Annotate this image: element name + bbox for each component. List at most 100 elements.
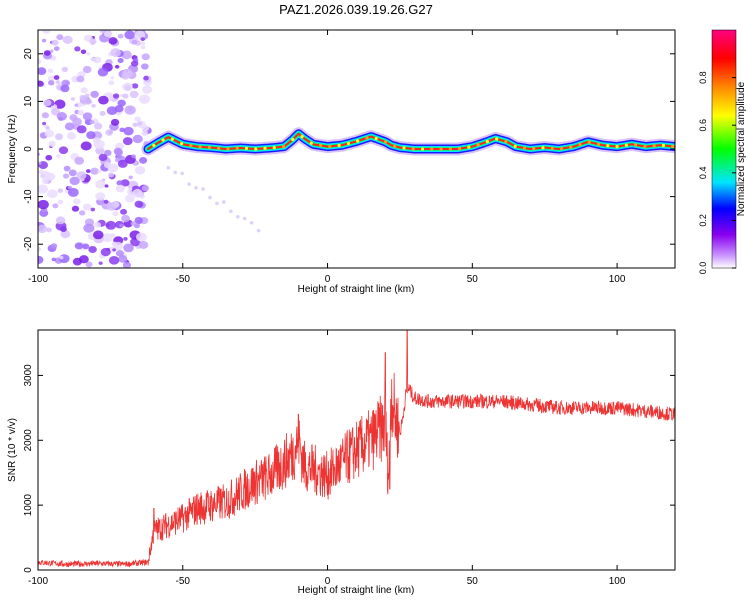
noise-blob bbox=[117, 99, 126, 107]
noise-blob bbox=[81, 103, 86, 107]
noise-blob bbox=[106, 202, 117, 211]
top-x-axis-label: Height of straight line (km) bbox=[298, 284, 415, 295]
signal-track-peak bbox=[346, 141, 350, 146]
noise-blob bbox=[235, 214, 240, 219]
noise-blob bbox=[86, 52, 91, 56]
noise-blob bbox=[42, 121, 47, 126]
noise-blob bbox=[94, 221, 102, 228]
signal-track-peak bbox=[587, 140, 591, 144]
noise-blob bbox=[95, 192, 106, 201]
signal-track-peak bbox=[652, 144, 656, 148]
noise-blob bbox=[130, 60, 139, 67]
signal-track-peak bbox=[383, 140, 388, 144]
noise-blob bbox=[69, 114, 78, 121]
noise-blob bbox=[73, 198, 81, 205]
noise-blob bbox=[134, 216, 143, 224]
noise-blob bbox=[134, 30, 146, 40]
noise-blob bbox=[47, 80, 55, 86]
bottom-x-tick-label: 50 bbox=[467, 576, 479, 587]
signal-track-peak bbox=[522, 146, 527, 150]
signal-track-peak bbox=[263, 146, 267, 150]
noise-blob bbox=[140, 37, 146, 42]
top-x-tick-label: 100 bbox=[609, 274, 626, 285]
bottom-x-tick-label: -100 bbox=[28, 576, 48, 587]
signal-track-peak bbox=[318, 143, 323, 148]
noise-blob bbox=[92, 137, 101, 144]
noise-blob bbox=[115, 249, 124, 257]
noise-blob bbox=[47, 68, 54, 74]
noise-blob bbox=[180, 171, 184, 176]
signal-track-peak bbox=[559, 147, 564, 151]
noise-blob bbox=[50, 105, 55, 109]
noise-blob bbox=[84, 98, 93, 105]
bottom-x-tick-label: -50 bbox=[176, 576, 191, 587]
noise-blob bbox=[136, 232, 147, 242]
signal-track-peak bbox=[217, 146, 221, 150]
noise-blob bbox=[50, 243, 58, 249]
signal-track-peak bbox=[244, 146, 249, 151]
top-x-tick-label: -50 bbox=[176, 274, 191, 285]
noise-blob bbox=[137, 121, 143, 126]
noise-blob bbox=[38, 255, 44, 264]
signal-track-peak bbox=[661, 143, 666, 148]
noise-blob bbox=[108, 37, 118, 45]
noise-blob bbox=[89, 120, 95, 125]
noise-blob bbox=[59, 255, 64, 260]
noise-blob bbox=[51, 39, 59, 46]
noise-blob bbox=[121, 214, 130, 223]
noise-blob bbox=[76, 75, 85, 83]
noise-blob bbox=[118, 255, 128, 263]
noise-blob bbox=[38, 161, 42, 165]
signal-track-peak bbox=[161, 138, 165, 142]
signal-track-peak bbox=[495, 137, 499, 141]
bottom-y-tick-label: 0 bbox=[23, 567, 34, 573]
noise-blob bbox=[88, 245, 97, 254]
noise-blob bbox=[166, 166, 171, 170]
signal-track-peak bbox=[439, 147, 443, 151]
noise-blob bbox=[99, 110, 106, 116]
bottom-y-tick-label: 2000 bbox=[23, 429, 34, 452]
noise-blob bbox=[38, 184, 49, 194]
noise-blob bbox=[51, 257, 57, 262]
noise-blob bbox=[173, 170, 178, 175]
noise-blob bbox=[38, 58, 42, 65]
noise-blob bbox=[52, 203, 59, 209]
noise-blob bbox=[122, 82, 133, 92]
noise-blob bbox=[45, 126, 50, 130]
colorbar-gradient bbox=[711, 29, 737, 269]
noise-blob bbox=[80, 49, 87, 54]
noise-blob bbox=[78, 210, 86, 216]
noise-blob bbox=[98, 95, 109, 105]
noise-blob bbox=[61, 66, 69, 73]
noise-blob bbox=[124, 30, 135, 40]
noise-blob bbox=[123, 126, 134, 136]
signal-track-peak bbox=[328, 144, 332, 148]
signal-track-peak bbox=[420, 147, 425, 151]
signal-track-peak bbox=[235, 146, 239, 150]
noise-blob bbox=[47, 189, 58, 199]
noise-blob bbox=[43, 99, 52, 107]
top-y-tick-label: -20 bbox=[23, 237, 34, 252]
noise-blob bbox=[249, 220, 254, 225]
noise-blob bbox=[134, 165, 146, 175]
noise-blob bbox=[86, 131, 96, 140]
signal-track-peak bbox=[374, 136, 378, 141]
bottom-x-axis: -100 -50 0 50 100 bbox=[28, 330, 626, 587]
bottom-x-axis-label: Height of straight line (km) bbox=[298, 585, 415, 596]
signal-track-peak bbox=[189, 143, 193, 148]
signal-track-peak bbox=[569, 145, 573, 149]
noise-blob bbox=[47, 75, 55, 82]
noise-blob bbox=[110, 48, 121, 57]
noise-blob bbox=[132, 188, 143, 198]
top-y-axis-label: Frequency (Hz) bbox=[7, 115, 18, 184]
noise-blob bbox=[140, 45, 146, 50]
signal-track-band-2 bbox=[145, 130, 675, 152]
signal-track-peak bbox=[467, 145, 471, 149]
noise-blob bbox=[82, 203, 92, 211]
noise-blob bbox=[90, 90, 99, 98]
noise-blob bbox=[119, 223, 124, 228]
noise-blob bbox=[60, 229, 71, 239]
noise-blob bbox=[129, 90, 139, 99]
noise-blob bbox=[121, 50, 132, 60]
bottom-y-axis-label: SNR (10 * v/v) bbox=[7, 418, 18, 482]
